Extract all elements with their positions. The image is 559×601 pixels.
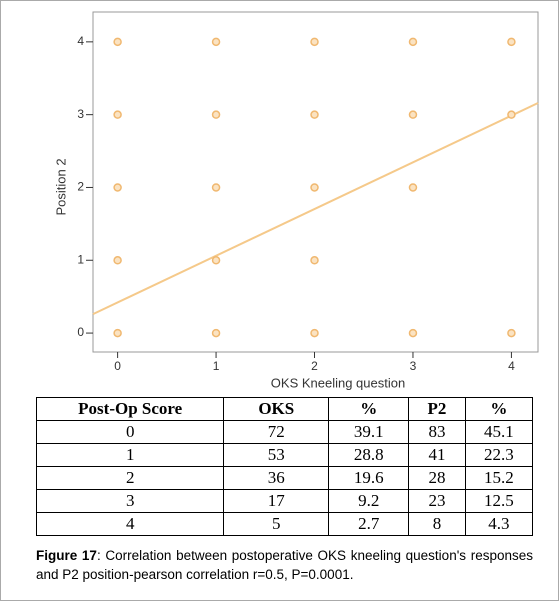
table-cell: 0 [35, 420, 225, 444]
x-tick-label: 2 [311, 359, 318, 373]
table-cell: 83 [408, 420, 466, 444]
point [408, 110, 418, 119]
point [507, 110, 516, 119]
table-cell: 9.2 [328, 489, 410, 513]
table-cell: 36 [223, 466, 330, 490]
table-cell: 23 [408, 489, 466, 513]
point [408, 37, 418, 47]
table-cell: 39.1 [328, 420, 410, 444]
header-cell: % [464, 397, 534, 421]
table-cell: 2.7 [328, 512, 410, 536]
table-cell: 22.3 [464, 443, 534, 467]
chart: OKS Kneeling question Position 2 0 1 2 3 4 0 1… [53, 11, 539, 390]
point [211, 110, 221, 119]
table-cell: 17 [223, 489, 330, 513]
header-cell: Post-Op Score [35, 397, 225, 421]
table-cell: 53 [223, 443, 330, 467]
point [408, 183, 418, 192]
table-row: 3 17 9.2 23 12.5 [35, 489, 534, 513]
y-tick-label: 4 [77, 34, 84, 48]
x-tick-label: 3 [410, 359, 417, 373]
point [211, 328, 221, 338]
table-row: 1 53 28.8 41 22.3 [35, 443, 534, 467]
table-cell: 12.5 [464, 489, 534, 513]
data-table: Post-Op Score OKS% P2% 0 72 39.1 83 45.1 1 53 28.8… [35, 397, 534, 536]
point [310, 328, 319, 338]
y-tick-label: 3 [77, 107, 84, 121]
point [310, 183, 319, 192]
point [310, 256, 319, 265]
caption-label: Figure 17 [36, 548, 97, 563]
x-tick-label: 0 [114, 359, 121, 373]
table-cell: 5 [223, 512, 330, 536]
table-cell: 28 [408, 466, 466, 490]
point [113, 110, 122, 119]
caption-text: : Correlation between postoperative OKS … [36, 548, 533, 582]
y-tick-label: 1 [77, 252, 84, 266]
y-axis-label: Position 2 [53, 158, 68, 215]
point [113, 256, 122, 265]
table-cell: 41 [408, 443, 466, 467]
point [113, 37, 122, 47]
x-tick-label: 4 [508, 359, 515, 373]
header-row: Post-Op Score OKS% P2% [35, 397, 534, 421]
point [507, 37, 516, 47]
table-cell: 45.1 [464, 420, 534, 444]
point [211, 256, 221, 265]
table-cell: 19.6 [328, 466, 410, 490]
table-cell: 8 [408, 512, 466, 536]
point [408, 328, 418, 338]
caption: Figure 17: Correlation between postopera… [36, 546, 533, 584]
point [507, 328, 516, 338]
plot-area [92, 11, 539, 353]
table-cell: 3 [35, 489, 225, 513]
table-cell: 72 [223, 420, 330, 444]
y-tick-label: 2 [77, 180, 84, 194]
header-cell: % [328, 397, 410, 421]
point [310, 37, 319, 47]
x-tick-label: 1 [213, 359, 220, 373]
point [113, 328, 122, 338]
point [211, 183, 221, 192]
header-cell: P2 [408, 397, 466, 421]
table-cell: 28.8 [328, 443, 410, 467]
header-cell: OKS [223, 397, 330, 421]
table-cell: 4.3 [464, 512, 534, 536]
table-cell: 15.2 [464, 466, 534, 490]
table-cell: 2 [35, 466, 225, 490]
y-tick-label: 0 [77, 325, 84, 339]
table-row: 4 5 2.7 8 4.3 [35, 512, 534, 536]
table-row: 2 36 19.6 28 15.2 [35, 466, 534, 490]
table-cell: 4 [35, 512, 225, 536]
x-axis-label: OKS Kneeling question [271, 375, 405, 390]
point [211, 37, 221, 47]
table-row: 0 72 39.1 83 45.1 [35, 420, 534, 444]
point [113, 183, 122, 192]
table-cell: 1 [35, 443, 225, 467]
point [310, 110, 319, 119]
fit-line [92, 102, 539, 316]
